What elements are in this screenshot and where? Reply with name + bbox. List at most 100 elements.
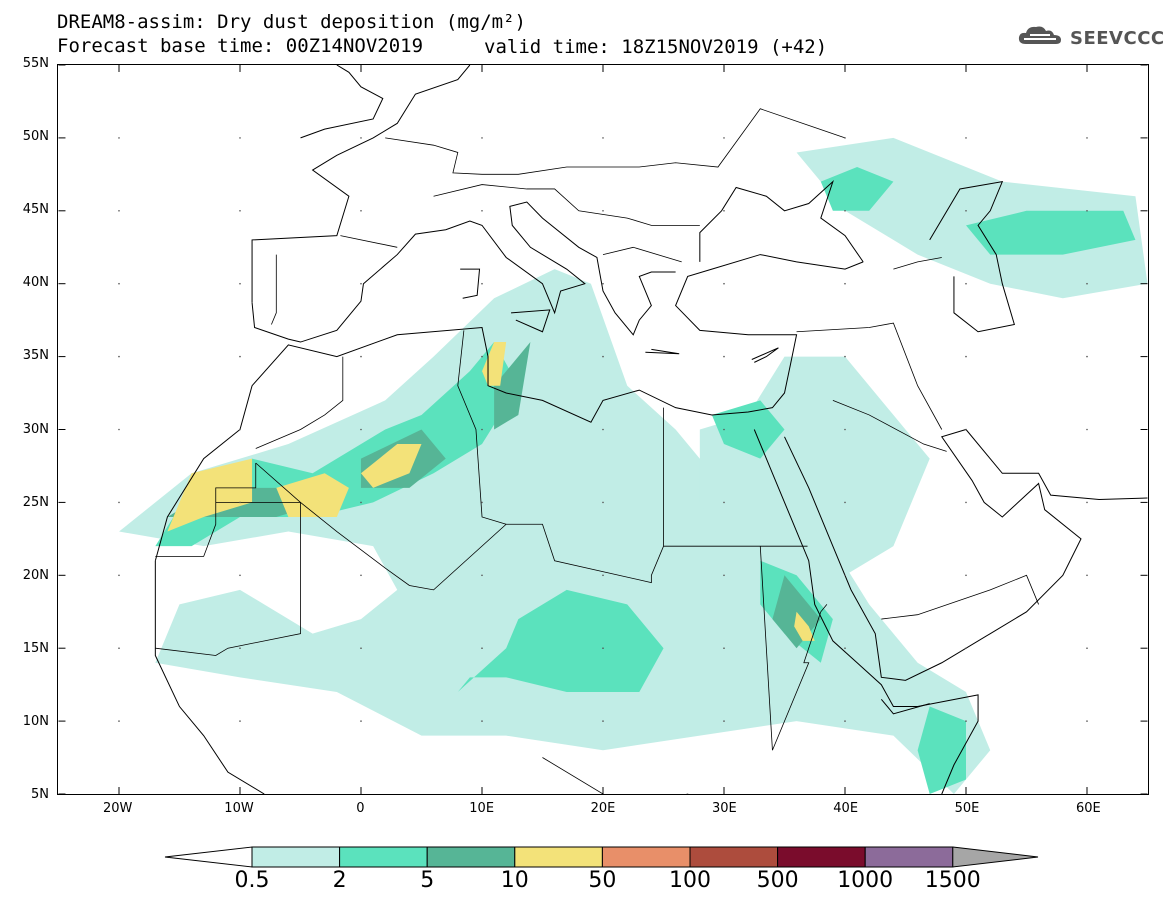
coastline-caspian bbox=[929, 181, 1016, 333]
grid-dot bbox=[1086, 720, 1088, 722]
grid-dot bbox=[1086, 282, 1088, 285]
coastline-crete bbox=[645, 348, 680, 355]
country-border bbox=[385, 108, 846, 175]
coastline-sardinia bbox=[460, 268, 481, 299]
colorbar-label: 50 bbox=[588, 868, 617, 893]
country-borders bbox=[155, 108, 1039, 794]
grid-dot bbox=[965, 428, 967, 431]
grid-dot bbox=[360, 647, 362, 649]
grid-dot bbox=[965, 501, 967, 504]
lat-label: 5N bbox=[31, 787, 49, 802]
grid-dot bbox=[481, 501, 483, 504]
colorbar-label: 10 bbox=[500, 868, 529, 893]
dust-region-level-4 bbox=[360, 444, 422, 488]
lon-label: 50E bbox=[954, 801, 980, 816]
grid-dot bbox=[1086, 137, 1088, 139]
grid-dot bbox=[118, 574, 120, 577]
dust-deposition-layer bbox=[119, 137, 1148, 794]
country-border bbox=[881, 574, 1039, 620]
seevccc-logo: SEEVCCC bbox=[1016, 24, 1165, 52]
lat-label: 45N bbox=[22, 202, 49, 218]
country-border bbox=[155, 502, 301, 656]
grid-dot bbox=[239, 720, 241, 722]
grid-dot bbox=[360, 210, 362, 212]
grid-dot bbox=[239, 428, 241, 431]
country-border bbox=[255, 356, 344, 449]
grid-dot bbox=[118, 647, 120, 649]
grid-dot bbox=[723, 137, 725, 139]
grid-dot bbox=[965, 647, 967, 649]
grid-dot bbox=[844, 210, 846, 212]
colorbar-swatch bbox=[251, 846, 341, 868]
axis-ticks bbox=[58, 65, 1148, 794]
country-border bbox=[832, 400, 947, 452]
dust-region-level-2 bbox=[457, 589, 664, 692]
lat-label: 35N bbox=[22, 348, 49, 364]
grid-dot bbox=[239, 210, 241, 212]
coastline-red-sea-east bbox=[784, 428, 1148, 681]
grid-dot bbox=[118, 282, 120, 285]
grid-dot bbox=[723, 210, 725, 212]
grid-dot bbox=[481, 282, 483, 285]
country-border bbox=[796, 322, 943, 430]
coastline-africa-south bbox=[154, 560, 265, 794]
dust-region-level-1 bbox=[119, 269, 991, 794]
grid-dot bbox=[239, 355, 241, 358]
grid-dot bbox=[965, 210, 967, 212]
country-border bbox=[759, 546, 828, 751]
coastline-black-sea bbox=[699, 180, 864, 263]
grid-dot bbox=[239, 501, 241, 504]
grid-dot bbox=[360, 428, 362, 431]
grid-dot bbox=[723, 282, 725, 285]
dust-region-level-2 bbox=[917, 706, 967, 794]
grid-dot bbox=[118, 501, 120, 504]
grid-dot bbox=[844, 282, 846, 285]
grid-dot bbox=[481, 720, 483, 722]
lon-label: 60E bbox=[1075, 801, 1101, 816]
coastlines bbox=[154, 65, 1148, 794]
map-title: DREAM8-assim: Dry dust deposition (mg/m²… bbox=[57, 11, 526, 33]
coastline-red-sea-west bbox=[753, 429, 979, 794]
grid-dot bbox=[602, 501, 604, 504]
grid-dot bbox=[1086, 355, 1088, 358]
colorbar-under-arrow bbox=[164, 846, 253, 868]
grid-dot bbox=[1086, 428, 1088, 431]
grid-dot bbox=[602, 428, 604, 431]
lat-label: 55N bbox=[22, 56, 49, 71]
country-border bbox=[457, 330, 507, 525]
grid-dot bbox=[360, 282, 362, 285]
grid-dot bbox=[602, 210, 604, 212]
grid-dot bbox=[118, 210, 120, 212]
grid-dot bbox=[602, 647, 604, 649]
colorbar-swatch bbox=[339, 846, 428, 868]
dust-region-level-4 bbox=[167, 458, 253, 532]
country-border bbox=[255, 407, 664, 591]
lat-label: 50N bbox=[22, 129, 49, 145]
dust-region-level-2 bbox=[820, 167, 894, 211]
colorbar-swatch bbox=[426, 846, 516, 868]
grid-dot bbox=[844, 647, 846, 649]
grid-dot bbox=[360, 574, 362, 577]
colorbar-label: 100 bbox=[669, 868, 711, 893]
lon-label: 10E bbox=[469, 801, 495, 816]
grid-dot bbox=[481, 355, 483, 358]
colorbar-label: 2 bbox=[332, 868, 347, 893]
grid-dot bbox=[1086, 647, 1088, 649]
grid-dot bbox=[723, 647, 725, 649]
dust-region-level-3 bbox=[494, 342, 531, 430]
grid-dot bbox=[602, 137, 604, 139]
lon-label: 0 bbox=[356, 801, 365, 816]
lat-label: 15N bbox=[22, 640, 49, 656]
grid-dot bbox=[118, 137, 120, 139]
coastline-cyprus bbox=[751, 347, 779, 363]
grid-dot bbox=[481, 210, 483, 212]
country-border bbox=[893, 257, 942, 270]
coastline-madagascar-horn bbox=[880, 698, 930, 715]
lon-label: 20E bbox=[590, 801, 616, 816]
grid-dot bbox=[965, 574, 967, 577]
grid-dot bbox=[360, 137, 362, 139]
map-plot bbox=[57, 64, 1149, 795]
dust-region-level-2 bbox=[711, 400, 785, 459]
colorbar-swatch bbox=[514, 846, 603, 868]
country-border bbox=[542, 757, 689, 794]
